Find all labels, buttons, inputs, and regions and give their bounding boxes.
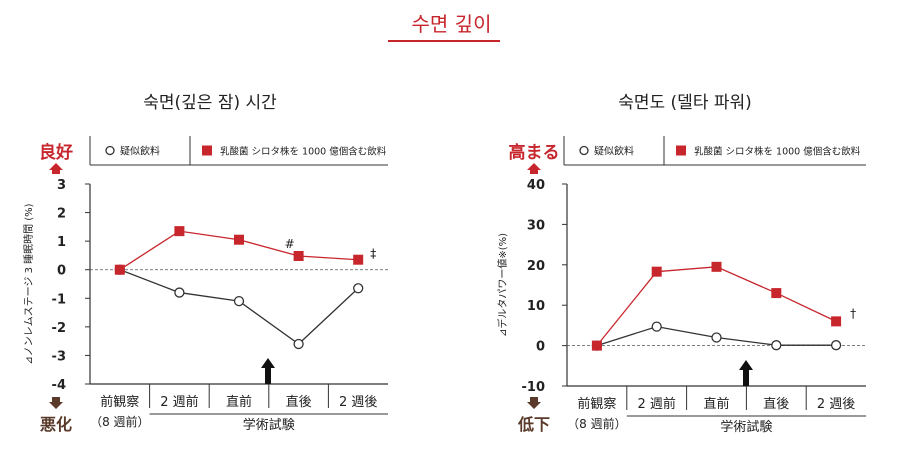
x-group-label: 学術試験 [720, 419, 772, 435]
legend-placebo-marker [579, 145, 589, 156]
x-tick-label: 直後 [763, 397, 789, 412]
significance-annotation: ‡ [370, 247, 376, 261]
x-tick-label: 前観察 [577, 396, 616, 412]
x-tick-label: 2 週後 [339, 395, 377, 410]
good-label: 良好 [39, 142, 73, 163]
page-title: 수면 깊이 [411, 12, 492, 36]
placebo-point [651, 321, 662, 332]
good-label: 高まる [509, 142, 560, 163]
bad-arrow-icon [49, 397, 63, 409]
y-tick-label: 10 [527, 299, 545, 314]
significance-annotation: † [850, 306, 856, 320]
y-tick-label: 40 [527, 178, 545, 193]
x-group-label: 学術試験 [243, 417, 295, 433]
y-axis-label: ⊿ノンレムステージ 3 睡眠時間 (%) [22, 203, 35, 364]
x-tick-label: 直後 [286, 395, 312, 410]
bad-label: 低下 [517, 415, 550, 434]
y-tick-label: -10 [522, 380, 546, 395]
y-tick-label: 2 [57, 207, 66, 222]
chart-2-title: 숙면도 (델타 파워) [618, 93, 752, 113]
active-point [591, 340, 602, 351]
placebo-point [711, 332, 722, 343]
bad-arrow-icon [527, 397, 541, 409]
exam-arrow-icon [261, 358, 275, 384]
placebo-point [771, 340, 782, 351]
placebo-point [353, 283, 364, 294]
placebo-series-line [119, 269, 359, 345]
x-tick-sublabel: （8 週前） [567, 416, 626, 431]
y-tick-label: 0 [536, 340, 545, 355]
x-tick-label: 2 週前 [637, 396, 675, 412]
good-arrow-icon [527, 163, 541, 174]
y-tick-label: 20 [527, 259, 545, 274]
active-point [174, 226, 185, 237]
y-tick-label: 0 [57, 264, 66, 279]
legend-placebo-label: 疑似飲料 [120, 145, 160, 158]
active-point [831, 316, 842, 327]
y-tick-label: 3 [57, 178, 66, 193]
x-tick-label: 直前 [226, 394, 252, 410]
y-tick-label: 30 [527, 218, 545, 233]
placebo-point [830, 340, 842, 351]
significance-annotation: # [285, 237, 295, 251]
active-point [234, 234, 244, 245]
active-point [651, 266, 662, 277]
placebo-point [293, 338, 304, 350]
legend-placebo-marker [105, 145, 115, 156]
bad-label: 悪化 [40, 415, 72, 434]
placebo-point [233, 295, 245, 307]
x-tick-label: 直前 [703, 396, 729, 412]
good-arrow-icon [49, 163, 63, 174]
x-tick-sublabel: （8 週前） [90, 414, 149, 429]
active-point [711, 261, 722, 272]
active-point [114, 264, 125, 275]
legend-active-label: 乳酸菌 シロタ株を 1000 億個含む飲料 [694, 146, 861, 158]
active-point [353, 254, 364, 265]
y-tick-label: 1 [57, 235, 66, 250]
x-tick-label: 前観察 [100, 394, 139, 410]
placebo-point [174, 287, 185, 298]
x-tick-label: 2 週前 [160, 394, 198, 410]
legend-placebo-label: 疑似飲料 [594, 145, 634, 158]
y-tick-label: -4 [52, 378, 66, 393]
y-axis-label: ⊿デルタパワー値※(%) [496, 233, 509, 337]
y-tick-label: -1 [52, 292, 66, 307]
legend-active-label: 乳酸菌 シロタ株を 1000 億個含む飲料 [220, 146, 387, 158]
exam-arrow-icon [739, 360, 753, 386]
legend-active-marker [202, 145, 212, 156]
x-tick-label: 2 週後 [817, 397, 855, 412]
active-point [293, 251, 304, 261]
title-underline [388, 40, 500, 42]
chart-1-title: 숙면(깊은 잠) 시간 [143, 93, 277, 113]
active-point [771, 288, 782, 299]
legend-active-marker [676, 145, 686, 156]
y-tick-label: -2 [52, 321, 66, 336]
y-tick-label: -3 [52, 349, 66, 364]
